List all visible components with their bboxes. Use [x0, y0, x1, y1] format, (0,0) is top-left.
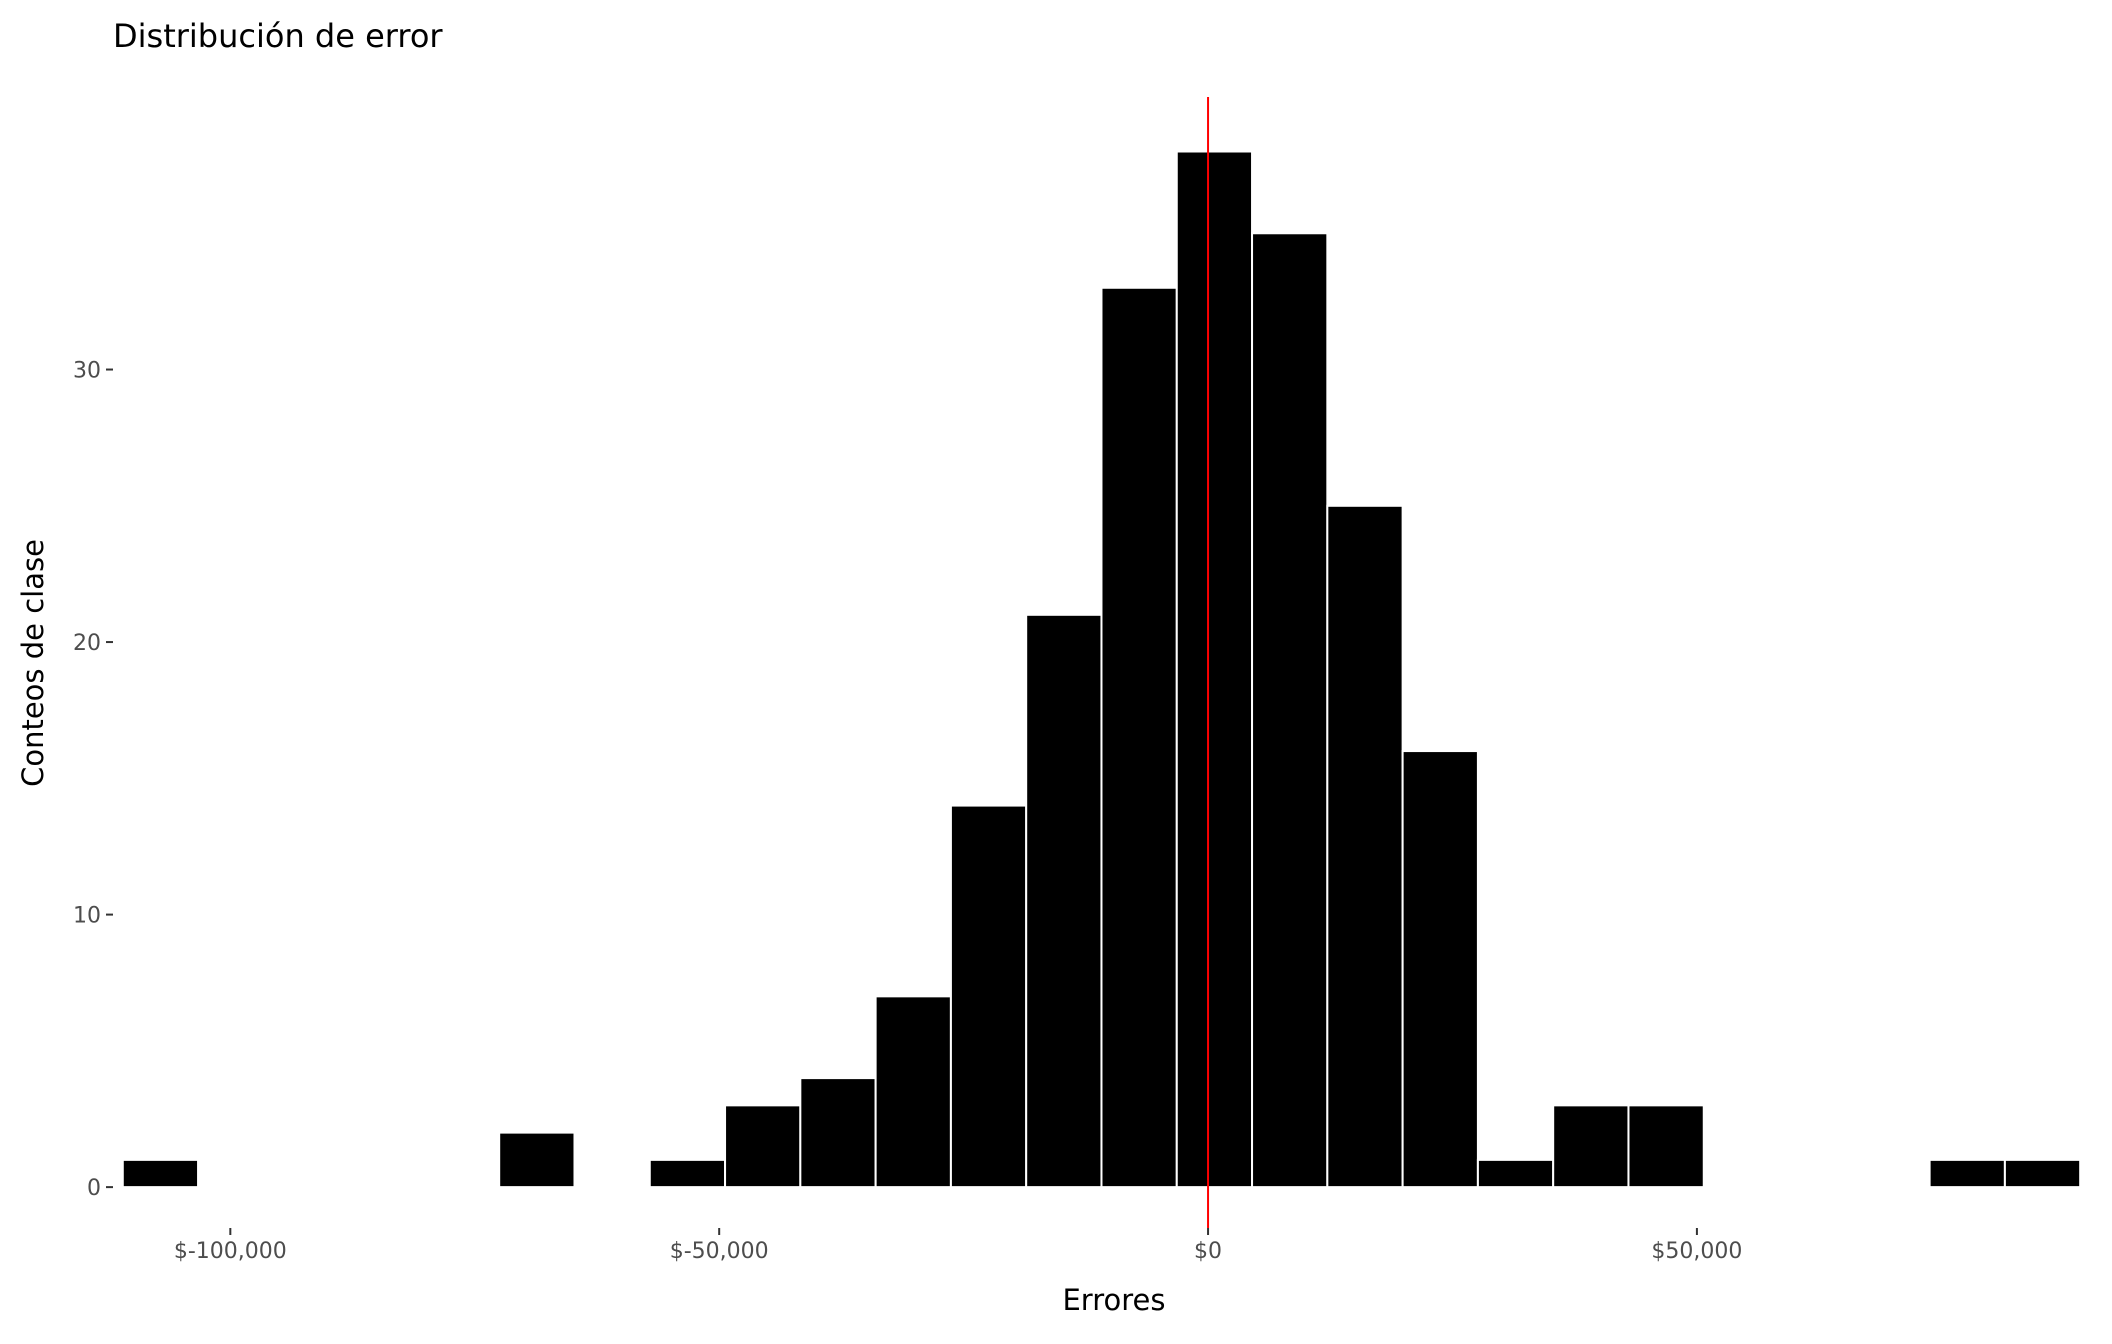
histogram-bar	[1928, 1158, 2006, 1189]
x-tick-label: $-50,000	[670, 1239, 769, 1264]
histogram-bars	[121, 150, 2082, 1189]
histogram-bar	[1401, 750, 1479, 1189]
y-tick-label: 10	[73, 904, 101, 929]
histogram-bar	[874, 995, 952, 1189]
histogram-bar	[724, 1104, 802, 1189]
histogram-bar	[1627, 1104, 1705, 1189]
histogram-bar	[121, 1158, 200, 1189]
histogram-bar	[1251, 232, 1329, 1189]
x-axis-ticks: $-100,000 $-50,000 $0 $50,000	[174, 1228, 1742, 1264]
histogram-bar	[1476, 1158, 1555, 1189]
histogram-bar	[1552, 1104, 1630, 1189]
histogram-bar	[648, 1158, 727, 1189]
y-tick-label: 0	[87, 1176, 101, 1201]
x-tick-label: $-100,000	[174, 1239, 287, 1264]
histogram-bar	[498, 1131, 576, 1189]
histogram-bar	[1100, 286, 1178, 1189]
histogram-bar	[1175, 150, 1254, 1189]
x-tick-label: $50,000	[1651, 1239, 1742, 1264]
y-axis-ticks: 0 10 20 30	[73, 359, 113, 1201]
chart-title: Distribución de error	[113, 17, 443, 55]
histogram-bar	[949, 804, 1028, 1189]
histogram-bar	[2003, 1158, 2082, 1189]
x-axis-title: Errores	[1062, 1283, 1165, 1317]
histogram-bar	[1326, 504, 1404, 1189]
x-tick-label: $0	[1194, 1239, 1222, 1264]
y-axis-title: Conteos de clase	[16, 539, 50, 787]
y-tick-label: 20	[73, 631, 101, 656]
y-tick-label: 30	[73, 359, 101, 384]
histogram-bar	[799, 1077, 877, 1189]
histogram-bar	[1025, 613, 1103, 1189]
